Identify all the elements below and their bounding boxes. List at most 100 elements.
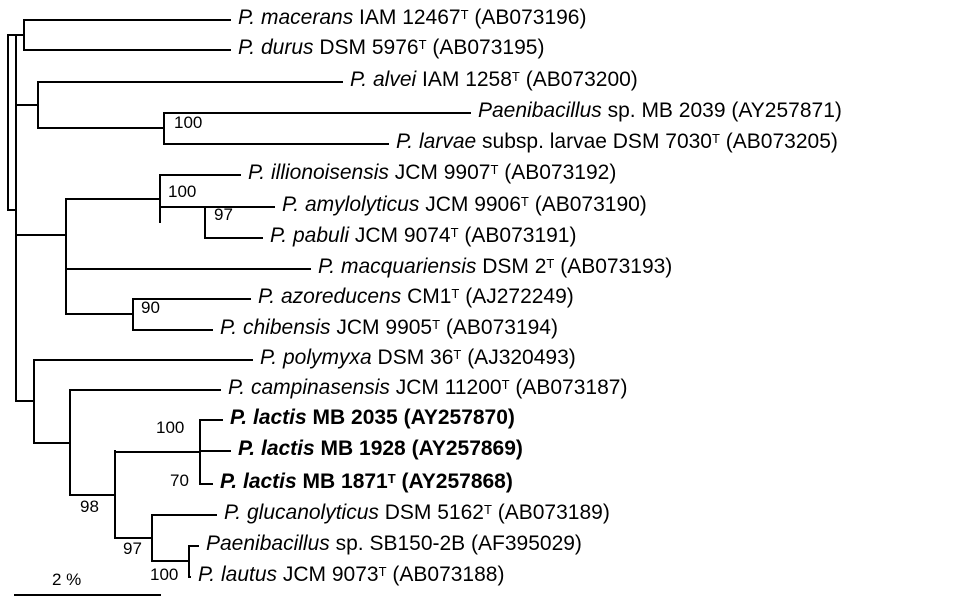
strain-name: IAM 12467 bbox=[359, 6, 461, 29]
species-name: macerans bbox=[260, 6, 354, 29]
genus-name: P. bbox=[238, 36, 256, 59]
accession-number: (AB073196) bbox=[474, 6, 587, 29]
scale-bar-label: 2 % bbox=[52, 570, 82, 589]
genus-name: P. bbox=[258, 285, 276, 308]
genus-name: Paenibacillus bbox=[478, 99, 602, 122]
leaf-label: P. polymyxa DSM 36T (AJ320493) bbox=[260, 346, 576, 370]
leaf-label: P. glucanolyticus DSM 5162T (AB073189) bbox=[224, 501, 610, 525]
strain-name: JCM 9906 bbox=[425, 193, 521, 216]
leaf-label: P. durus DSM 5976T (AB073195) bbox=[238, 36, 544, 60]
type-strain-marker: T bbox=[453, 347, 462, 362]
type-strain-marker: T bbox=[460, 7, 469, 22]
scale-bar bbox=[14, 594, 161, 596]
accession-number: (AB073191) bbox=[464, 224, 577, 247]
strain-name: JCM 11200 bbox=[395, 376, 502, 399]
leaf-label: P. macerans IAM 12467T (AB073196) bbox=[238, 6, 586, 30]
bootstrap-value: 100 bbox=[174, 113, 203, 132]
type-strain-marker: T bbox=[490, 162, 499, 177]
species-name: lactis bbox=[252, 406, 307, 429]
accession-number: (AB073195) bbox=[432, 36, 545, 59]
genus-name: P. bbox=[238, 6, 256, 29]
leaf-label: P. campinasensis JCM 11200T (AB073187) bbox=[228, 376, 627, 400]
leaf-label: Paenibacillus sp. SB150-2B (AF395029) bbox=[206, 532, 582, 556]
bootstrap-value: 100 bbox=[156, 418, 185, 437]
accession-number: (AB073187) bbox=[515, 376, 628, 399]
accession-number: (AB073205) bbox=[725, 130, 838, 153]
genus-name: P. bbox=[220, 316, 238, 339]
leaf-label: P. amylolyticus JCM 9906T (AB073190) bbox=[282, 193, 647, 217]
type-strain-marker: T bbox=[418, 37, 427, 52]
type-strain-marker: T bbox=[483, 502, 492, 517]
genus-name: P. bbox=[282, 193, 300, 216]
strain-name: JCM 9074 bbox=[354, 224, 451, 247]
leaf-label: P. lautus JCM 9073T (AB073188) bbox=[198, 563, 504, 587]
leaf-label: P. azoreducens CM1T (AJ272249) bbox=[258, 285, 574, 309]
bootstrap-value: 97 bbox=[123, 539, 142, 558]
type-strain-marker: T bbox=[501, 377, 510, 392]
strain-name: sp. SB150-2B bbox=[335, 532, 466, 555]
accession-number: (AB073194) bbox=[445, 316, 558, 339]
type-strain-marker: T bbox=[432, 317, 441, 332]
accession-number: (AY257870) bbox=[403, 406, 515, 429]
strain-name: DSM 2 bbox=[482, 255, 547, 278]
leaf-label: P. pabuli JCM 9074T (AB073191) bbox=[270, 224, 576, 248]
leaf-label: P. lactis MB 2035 (AY257870) bbox=[230, 406, 515, 430]
genus-name: P. bbox=[220, 470, 238, 493]
genus-name: P. bbox=[230, 406, 248, 429]
leaf-label: P. macquariensis DSM 2T (AB073193) bbox=[318, 255, 672, 279]
accession-number: (AY257868) bbox=[401, 470, 513, 493]
type-strain-marker: T bbox=[520, 194, 529, 209]
accession-number: (AJ320493) bbox=[467, 346, 576, 369]
accession-number: (AB073192) bbox=[504, 161, 617, 184]
type-strain-marker: T bbox=[451, 286, 460, 301]
species-name: lactis bbox=[260, 437, 315, 460]
species-name: glucanolyticus bbox=[246, 501, 379, 524]
strain-name: JCM 9073 bbox=[282, 563, 379, 586]
strain-name: CM1 bbox=[407, 285, 452, 308]
strain-name: subsp. larvae DSM 7030 bbox=[482, 130, 712, 153]
species-name: durus bbox=[260, 36, 314, 59]
strain-name: JCM 9907 bbox=[394, 161, 491, 184]
species-name: chibensis bbox=[242, 316, 331, 339]
accession-number: (AB073188) bbox=[392, 563, 505, 586]
strain-name: MB 1928 bbox=[320, 437, 406, 460]
leaf-label: P. illionoisensis JCM 9907T (AB073192) bbox=[248, 161, 616, 185]
type-strain-marker: T bbox=[511, 69, 520, 84]
strain-name: DSM 36 bbox=[377, 346, 454, 369]
type-strain-marker: T bbox=[387, 471, 396, 486]
strain-name: sp. MB 2039 bbox=[607, 99, 726, 122]
accession-number: (AY257871) bbox=[731, 99, 842, 122]
accession-number: (AB073193) bbox=[560, 255, 673, 278]
leaf-label: P. lactis MB 1871T (AY257868) bbox=[220, 470, 513, 494]
strain-name: MB 2035 bbox=[312, 406, 398, 429]
species-name: alvei bbox=[372, 68, 417, 91]
species-name: amylolyticus bbox=[304, 193, 420, 216]
genus-name: P. bbox=[228, 376, 246, 399]
genus-name: P. bbox=[238, 437, 256, 460]
genus-name: P. bbox=[350, 68, 368, 91]
genus-name: P. bbox=[224, 501, 242, 524]
species-name: pabuli bbox=[292, 224, 350, 247]
genus-name: P. bbox=[248, 161, 266, 184]
strain-name: JCM 9905 bbox=[336, 316, 433, 339]
species-name: lautus bbox=[220, 563, 278, 586]
leaf-label: P. chibensis JCM 9905T (AB073194) bbox=[220, 316, 558, 340]
bootstrap-value: 100 bbox=[168, 182, 197, 201]
accession-number: (AJ272249) bbox=[465, 285, 574, 308]
leaf-label: Paenibacillus sp. MB 2039 (AY257871) bbox=[478, 99, 842, 123]
type-strain-marker: T bbox=[378, 564, 387, 579]
genus-name: P. bbox=[396, 130, 414, 153]
species-name: lactis bbox=[242, 470, 297, 493]
strain-name: IAM 1258 bbox=[422, 68, 512, 91]
bootstrap-value: 100 bbox=[150, 565, 179, 584]
strain-name: DSM 5976 bbox=[319, 36, 419, 59]
genus-name: P. bbox=[318, 255, 336, 278]
type-strain-marker: T bbox=[546, 256, 555, 271]
leaf-label: P. lactis MB 1928 (AY257869) bbox=[238, 437, 523, 461]
species-name: azoreducens bbox=[280, 285, 402, 308]
species-name: macquariensis bbox=[340, 255, 477, 278]
strain-name: DSM 5162 bbox=[384, 501, 484, 524]
species-name: illionoisensis bbox=[270, 161, 389, 184]
accession-number: (AB073189) bbox=[497, 501, 610, 524]
bootstrap-value: 90 bbox=[141, 298, 160, 317]
